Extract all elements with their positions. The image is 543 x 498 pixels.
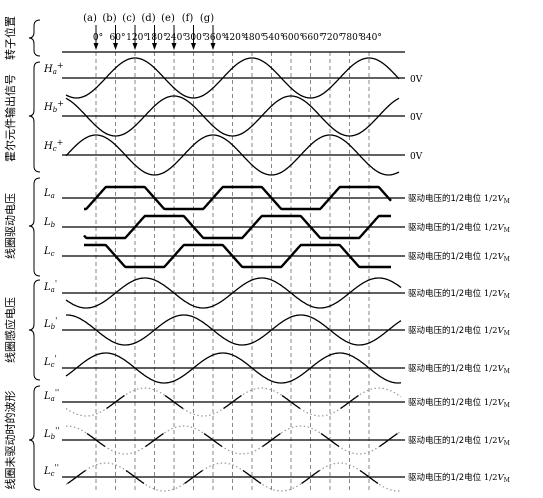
angle-label: 120° (126, 33, 148, 43)
zero-label: 0V (410, 75, 423, 85)
undriven-segment (320, 432, 340, 448)
marker-label: (a) (83, 13, 97, 24)
hall-wave (65, 95, 400, 137)
brace-rotor (28, 19, 41, 57)
angle-label: 240° (165, 33, 187, 43)
ref-label: 驱动电压的1/2电位 1/2VM (408, 288, 510, 300)
ref-label: 驱动电压的1/2电位 1/2VM (408, 397, 510, 409)
row-labels: Ha+ 0V Hb+ 0V Hc+ 0V La 驱动电压的1/2电位 1/2VM Lb 驱动电压的… (43, 61, 510, 484)
drive-wave (84, 185, 392, 211)
drive-label: Lb (43, 217, 56, 229)
marker-labels: (a) (b) (c) (d) (e) (f) (g) (83, 13, 216, 50)
angle-label: 720° (321, 33, 343, 43)
hall-wave (65, 134, 400, 176)
marker-label: (c) (122, 13, 136, 24)
section-labels: 转子位置 霍尔元件输出信号 线圈驱动电压 线圈感应电压 线圈未驱动时的波形 (3, 16, 17, 490)
angle-label: 60° (110, 33, 126, 43)
undriven-segment (67, 469, 86, 485)
section-label-drive: 线圈驱动电压 (3, 193, 17, 259)
brace-undriven (28, 385, 41, 491)
undriven-segment (106, 394, 125, 410)
marker-arrowhead (171, 43, 177, 50)
brace-drive (28, 177, 41, 277)
undriven-wave (66, 425, 402, 455)
angle-label: 660° (302, 33, 324, 43)
drive-label: Lc (43, 246, 55, 258)
undriven-segment (125, 469, 145, 485)
zero-label: 0V (410, 152, 423, 162)
angle-label: 180° (146, 33, 168, 43)
hall-wave (65, 57, 400, 99)
ref-label: 驱动电压的1/2电位 1/2VM (408, 472, 510, 484)
induced-wave (66, 314, 402, 346)
hall-label: Hb+ (43, 99, 64, 114)
undriven-segment (203, 432, 223, 448)
marker-label: (e) (161, 13, 175, 24)
ref-label: 驱动电压的1/2电位 1/2VM (408, 222, 510, 234)
hall-label: Ha+ (43, 61, 64, 76)
angle-label: 840° (360, 33, 382, 43)
ref-label: 驱动电压的1/2电位 1/2VM (408, 193, 510, 205)
angle-label: 480° (243, 33, 265, 43)
marker-label: (b) (102, 13, 116, 24)
marker-arrowhead (132, 43, 138, 50)
hall-label: Hc+ (43, 138, 63, 153)
ref-label: 驱动电压的1/2电位 1/2VM (408, 251, 510, 263)
drive-wave (84, 243, 391, 269)
angle-label: 300° (185, 33, 207, 43)
undriven-segment (379, 432, 398, 448)
undriven-segment (184, 469, 203, 485)
undriven-segment (164, 394, 184, 410)
undriven-segment (340, 394, 359, 410)
angle-label: 600° (282, 33, 304, 43)
angle-label: 0° (93, 33, 103, 43)
undriven-segment (145, 432, 164, 448)
marker-label: (d) (141, 13, 155, 24)
undriven-label: Lb'' (43, 426, 60, 441)
undriven-segment (86, 432, 106, 448)
drive-label: La (43, 188, 55, 200)
induced-label: La' (43, 279, 57, 294)
section-label-hall: 霍尔元件输出信号 (3, 74, 17, 162)
undriven-segment (281, 394, 301, 410)
angle-label: 540° (263, 33, 285, 43)
grid-lines (95, 52, 370, 492)
induced-wave (65, 352, 402, 384)
undriven-label: Lc'' (43, 463, 59, 478)
section-label-rotor: 转子位置 (3, 16, 17, 60)
marker-arrowhead (210, 43, 216, 50)
undriven-segment (242, 469, 262, 485)
ref-label: 驱动电压的1/2电位 1/2VM (408, 363, 510, 375)
zero-label: 0V (410, 113, 423, 123)
drive-wave (83, 214, 391, 240)
marker-arrowhead (152, 43, 157, 50)
marker-arrowhead (113, 43, 118, 50)
angle-label: 360° (204, 33, 226, 43)
brace-hall (28, 61, 41, 173)
induced-label: Lb' (43, 316, 57, 331)
undriven-wave (65, 462, 402, 492)
section-label-induced: 线圈感应电压 (3, 297, 17, 363)
marker-arrowhead (93, 43, 99, 50)
undriven-segment (223, 394, 242, 410)
brace-induced (28, 279, 41, 381)
ref-label: 驱动电压的1/2电位 1/2VM (408, 435, 510, 447)
traces (62, 57, 405, 492)
undriven-label: La'' (43, 388, 59, 403)
angle-labels: 0° 60° 120°180°240°300°360°420°480°540°600… (93, 33, 382, 43)
angle-label: 780° (341, 33, 363, 43)
angle-label: 420° (224, 33, 246, 43)
section-label-undriven: 线圈未驱动时的波形 (3, 391, 17, 490)
undriven-segment (301, 469, 320, 485)
marker-label: (f) (182, 13, 194, 24)
induced-wave (65, 277, 402, 309)
ref-label: 驱动电压的1/2电位 1/2VM (408, 325, 510, 337)
undriven-segment (359, 469, 379, 485)
marker-label: (g) (200, 13, 214, 24)
undriven-segment (262, 432, 281, 448)
induced-label: Lc' (43, 354, 57, 369)
marker-arrowhead (191, 43, 196, 50)
braces (28, 19, 41, 491)
